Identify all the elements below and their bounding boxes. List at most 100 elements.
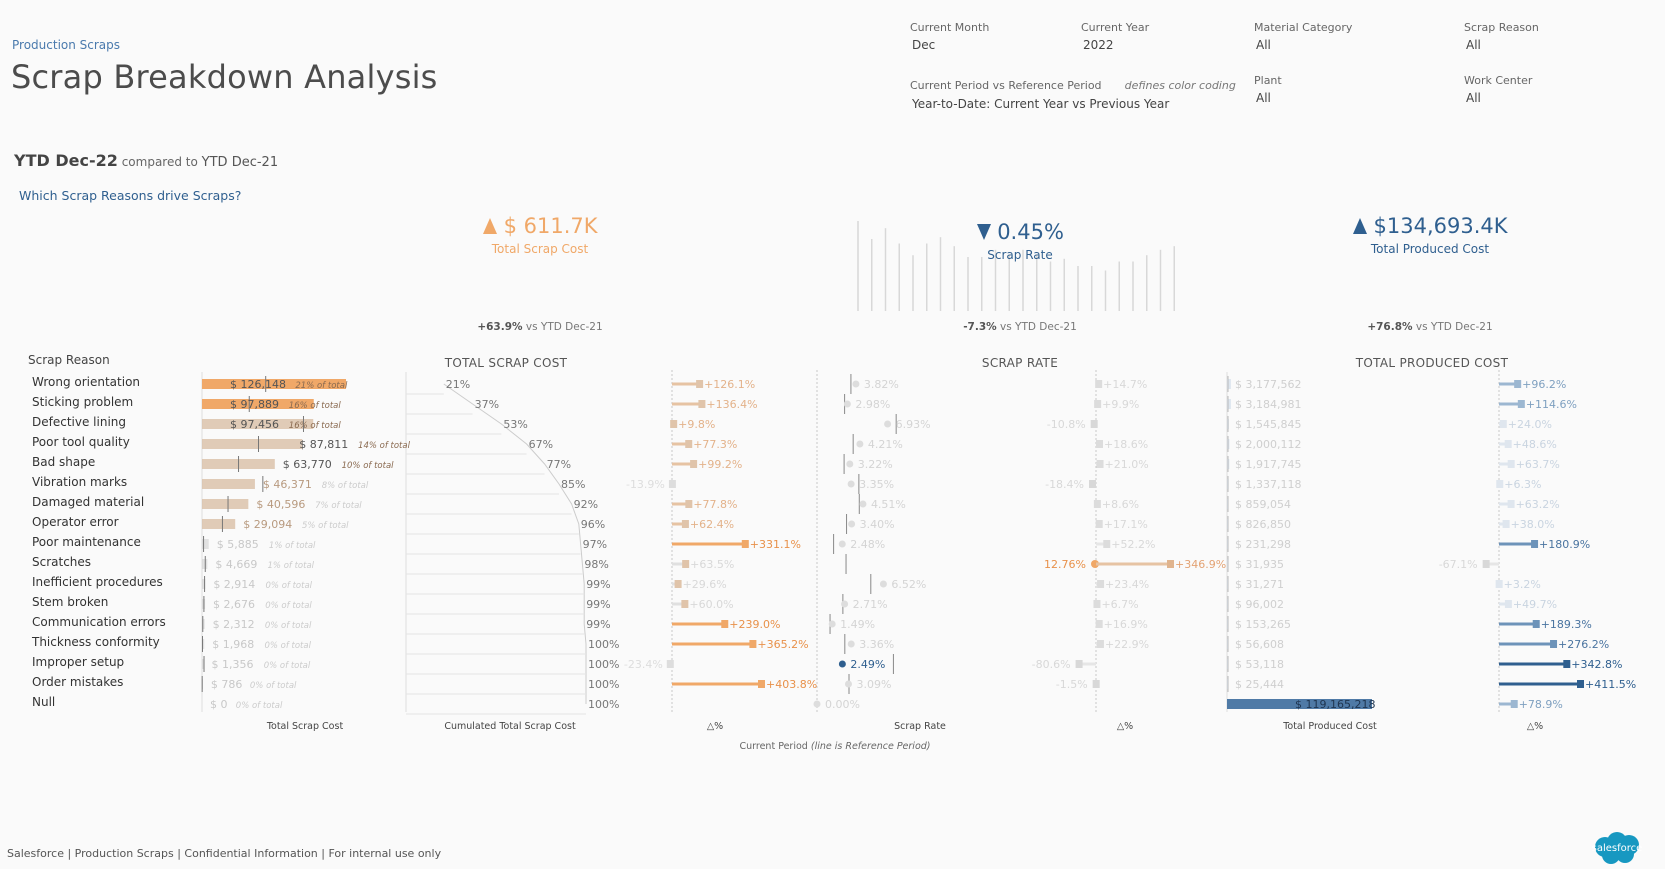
delta-produced-marker: [1503, 520, 1510, 528]
delta-cost-bar: [672, 543, 746, 546]
axis-label-delta-rate: △%: [1110, 721, 1140, 732]
scrap-rate-point: [829, 621, 836, 628]
scrap-rate-label: 3.35%: [859, 478, 894, 491]
delta-cost-marker: [682, 560, 689, 568]
cumulated-label: 100%: [588, 698, 619, 711]
delta-cost-bar: [672, 623, 725, 626]
delta-produced-bar: [1499, 643, 1554, 646]
scrap-rate-label: 4.21%: [868, 438, 903, 451]
cumulated-label: 99%: [586, 618, 610, 631]
delta-produced-label: -67.1%: [1439, 558, 1478, 571]
delta-rate-marker: [1095, 380, 1102, 388]
delta-produced-marker: [1505, 440, 1512, 448]
delta-rate-label: -10.8%: [1047, 418, 1086, 431]
scrap-rate-label: 6.52%: [891, 578, 926, 591]
delta-cost-label: +77.3%: [693, 438, 737, 451]
delta-cost-marker: [749, 640, 756, 648]
cumulated-label: 21%: [446, 378, 470, 391]
delta-cost-marker: [681, 600, 688, 608]
scrap-cost-share-label: 0% of total: [236, 701, 283, 711]
scrap-cost-label: $ 87,811: [299, 438, 348, 451]
delta-produced-label: +411.5%: [1585, 678, 1636, 691]
produced-cost-label: $ 859,054: [1235, 498, 1291, 511]
scrap-cost-label: $ 97,889: [230, 398, 279, 411]
scrap-rate-point: [859, 501, 866, 508]
scrap-cost-share-label: 0% of total: [265, 621, 312, 631]
delta-cost-bar: [672, 683, 762, 686]
scrap-cost-label: $ 0: [210, 698, 228, 711]
delta-rate-marker: [1097, 580, 1104, 588]
scrap-rate-point: [814, 701, 821, 708]
scrap-cost-share-label: 0% of total: [250, 681, 297, 691]
delta-produced-marker: [1483, 560, 1490, 568]
chart-legend-note: Current Period (line is Reference Period…: [720, 741, 950, 752]
scrap-cost-share-label: 16% of total: [289, 401, 342, 411]
delta-produced-label: +96.2%: [1522, 378, 1566, 391]
delta-cost-label: +9.8%: [678, 418, 715, 431]
scrap-cost-bar: [202, 499, 248, 509]
scrap-rate-label: 1.49%: [840, 618, 875, 631]
scrap-cost-share-label: 1% of total: [269, 541, 316, 551]
scrap-cost-share-label: 21% of total: [295, 381, 348, 391]
scrap-cost-label: $ 1,968: [212, 638, 254, 651]
axis-label-scrap-rate: Scrap Rate: [870, 721, 970, 732]
delta-produced-bar: [1499, 543, 1535, 546]
delta-rate-label: +22.9%: [1105, 638, 1149, 651]
scrap-rate-point: [884, 421, 891, 428]
scrap-cost-label: $ 1,356: [212, 658, 254, 671]
delta-cost-marker: [758, 680, 765, 688]
delta-rate-marker: [1103, 540, 1110, 548]
scrap-rate-label: 3.40%: [860, 518, 895, 531]
delta-produced-label: +24.0%: [1508, 418, 1552, 431]
scrap-cost-share-label: 16% of total: [289, 421, 342, 431]
scrap-rate-point: [839, 661, 846, 668]
scrap-cost-share-label: 10% of total: [342, 461, 395, 471]
cumulated-label: 92%: [574, 498, 598, 511]
delta-produced-label: +38.0%: [1511, 518, 1555, 531]
delta-cost-marker: [669, 480, 676, 488]
scrap-rate-label: 3.22%: [858, 458, 893, 471]
delta-produced-marker: [1500, 420, 1507, 428]
delta-rate-marker: [1093, 600, 1100, 608]
produced-cost-label: $ 53,118: [1235, 658, 1284, 671]
scrap-rate-point: [880, 581, 887, 588]
delta-cost-marker: [721, 620, 728, 628]
cumulated-label: 77%: [547, 458, 571, 471]
scrap-cost-label: $ 126,148: [230, 378, 286, 391]
cumulated-label: 98%: [584, 558, 608, 571]
scrap-rate-label: 4.51%: [871, 498, 906, 511]
delta-produced-label: +180.9%: [1539, 538, 1590, 551]
delta-rate-label: +18.6%: [1104, 438, 1148, 451]
delta-produced-bar: [1499, 663, 1567, 666]
scrap-cost-bar: [202, 559, 207, 569]
delta-rate-label: +23.4%: [1105, 578, 1149, 591]
scrap-cost-label: $ 2,312: [213, 618, 255, 631]
scrap-cost-share-label: 8% of total: [322, 481, 369, 491]
scrap-rate-point: [856, 441, 863, 448]
delta-cost-label: +62.4%: [690, 518, 734, 531]
delta-produced-label: +78.9%: [1519, 698, 1563, 711]
delta-cost-marker: [667, 660, 674, 668]
cumulated-label: 100%: [588, 638, 619, 651]
scrap-cost-share-label: 0% of total: [265, 601, 312, 611]
scrap-rate-point: [841, 601, 848, 608]
scrap-cost-label: $ 46,371: [263, 478, 312, 491]
scrap-cost-label: $ 4,669: [215, 558, 257, 571]
delta-produced-marker: [1531, 540, 1538, 548]
delta-rate-marker: [1097, 460, 1104, 468]
footer: Salesforce | Production Scraps | Confide…: [7, 847, 441, 860]
delta-rate-marker: [1094, 400, 1101, 408]
delta-cost-label: +331.1%: [750, 538, 801, 551]
scrap-cost-share-label: 5% of total: [302, 521, 349, 531]
delta-cost-marker: [685, 500, 692, 508]
scrap-cost-label: $ 40,596: [256, 498, 305, 511]
scrap-breakdown-chart: $ 126,148 21% of total $ 97,889 16% of tota…: [0, 0, 1665, 760]
delta-rate-label: -18.4%: [1045, 478, 1084, 491]
legend-note-main: Current Period: [740, 741, 808, 752]
delta-rate-marker: [1094, 500, 1101, 508]
delta-rate-label: +9.9%: [1102, 398, 1139, 411]
axis-label-cumulated: Cumulated Total Scrap Cost: [430, 721, 590, 732]
delta-cost-label: +365.2%: [757, 638, 808, 651]
scrap-rate-point: [848, 641, 855, 648]
delta-cost-marker: [670, 420, 677, 428]
